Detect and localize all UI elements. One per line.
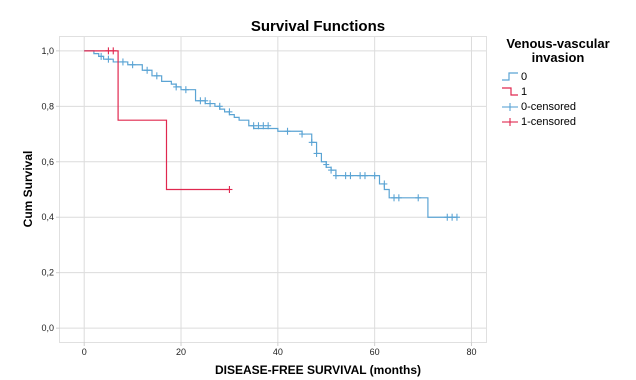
chart-title: Survival Functions <box>250 18 386 35</box>
tick-layer: 0 20 40 60 80 0,0 0,2 0,4 0,6 0,8 1,0 <box>41 46 476 357</box>
legend-item-1: 1 <box>501 86 636 98</box>
legend-label-0: 0 <box>521 71 528 83</box>
legend: Venous-vascular invasion 0 1 0-censored … <box>486 37 636 131</box>
legend-censor-icon-0 <box>502 103 518 111</box>
y-tick-label: 0,4 <box>41 212 54 222</box>
plot-frame <box>59 36 487 343</box>
y-tick-label: 0,8 <box>41 101 54 111</box>
legend-item-1-censored: 1-censored <box>501 116 636 128</box>
grid-layer <box>60 37 486 342</box>
survival-curve-0 <box>84 50 457 218</box>
x-tick-label: 80 <box>466 347 476 357</box>
y-tick-label: 1,0 <box>41 46 54 56</box>
legend-title: Venous-vascular invasion <box>506 36 610 65</box>
y-tick-label: 0,0 <box>41 323 54 333</box>
y-tick-label: 0,6 <box>41 157 54 167</box>
series-layer <box>84 47 460 221</box>
y-tick-label: 0,2 <box>41 268 54 278</box>
survival-curve-1 <box>84 50 230 191</box>
legend-item-0-censored: 0-censored <box>501 101 636 113</box>
legend-censor-icon-1 <box>502 118 518 126</box>
legend-label-0-censored: 0-censored <box>521 101 577 113</box>
y-axis-label: Cum Survival <box>21 150 35 228</box>
legend-label-1-censored: 1-censored <box>521 116 577 128</box>
x-tick-label: 0 <box>82 347 87 357</box>
x-tick-label: 40 <box>273 347 283 357</box>
legend-item-0: 0 <box>501 71 636 83</box>
x-tick-label: 60 <box>370 347 380 357</box>
legend-label-1: 1 <box>521 86 528 98</box>
x-axis-label: DISEASE-FREE SURVIVAL (months) <box>214 363 422 377</box>
x-tick-label: 20 <box>176 347 186 357</box>
legend-step-icon-0 <box>502 72 518 81</box>
legend-step-icon-1 <box>502 87 518 96</box>
